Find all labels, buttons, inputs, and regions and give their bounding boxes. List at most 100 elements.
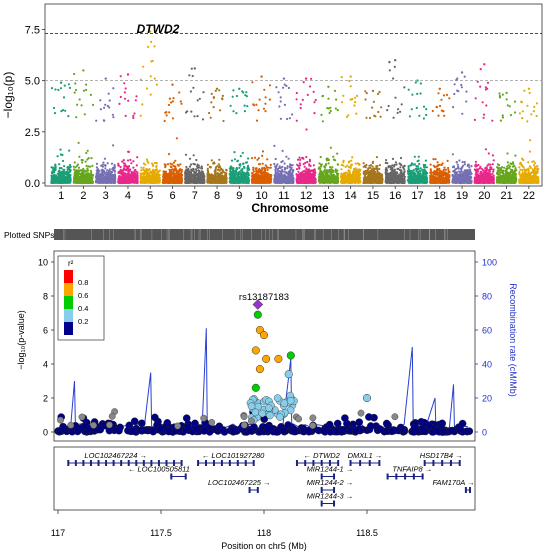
snp-point [124,174,127,177]
snp-point [200,174,203,177]
snp-point [231,95,234,98]
snp-point [133,112,136,115]
snp-point [276,171,279,174]
snp-point [192,86,195,89]
snp-point [250,157,254,160]
snp-point [279,100,282,103]
snp-point [279,175,282,179]
snp-point [240,173,244,176]
snp-point [178,176,181,179]
chromosome-4-points [117,73,139,185]
snp-point [206,163,209,166]
snp-point [98,177,101,180]
snp-point [257,181,260,184]
snp-point [287,157,290,160]
snp-point [275,86,278,89]
snp-point [230,166,233,169]
snp-point [60,171,64,174]
snp-point [279,117,282,120]
snp-point [101,165,104,168]
snp-point [86,158,89,161]
snp-point [87,165,90,168]
snp-point [73,168,76,171]
snp-point [127,181,130,184]
snp-point [291,164,294,167]
snp-point [95,181,98,184]
snp-point [206,167,209,170]
chromosome-2-points [72,69,95,185]
snp-point [257,171,260,174]
snp-point [52,177,56,180]
snp-point [65,180,68,183]
snp-point [261,162,264,165]
chromosome-6-points [161,83,184,185]
snp-point [283,179,287,182]
snp-point [95,174,98,177]
snp-point [246,169,249,172]
snp-point [85,174,88,177]
snp-point [233,158,237,161]
snp-point [188,74,191,77]
snp-point [73,91,76,94]
snp-point [97,175,100,178]
snp-point [103,164,106,167]
snp-point [244,94,247,97]
snp-point [245,175,248,178]
snp-point [102,161,105,164]
snp-point [281,160,284,163]
chromosome-peak-point [82,69,85,72]
snp-point [88,176,91,179]
snp-point [163,119,166,123]
snp-point [218,158,221,161]
snp-point [191,74,194,78]
snp-point [142,177,145,180]
snp-point [73,175,76,178]
snp-point [170,166,173,169]
snp-point [173,172,176,176]
snp-point [122,159,125,162]
snp-point [189,163,193,166]
snp-point [285,155,288,158]
snp-point [189,90,192,93]
snp-point [269,179,272,183]
snp-point [241,151,244,154]
snp-point [309,164,312,168]
snp-point [69,174,72,177]
snp-point [236,167,239,170]
snp-point [171,117,175,120]
snp-point [79,178,82,181]
snp-point [264,110,267,113]
snp-point [136,180,139,183]
snp-point [231,172,234,176]
snp-point [95,176,98,179]
snp-point [167,103,171,107]
snp-point [91,174,95,177]
snp-point [126,159,130,162]
snp-point [180,102,183,105]
snp-point [207,171,210,174]
snp-point [218,89,221,92]
snp-point [263,166,266,169]
snp-point [50,87,54,90]
snp-point [84,180,87,183]
snp-point [232,180,235,184]
snp-point [221,180,224,183]
snp-point [283,162,286,165]
snp-point [151,170,154,173]
snp-point [53,112,57,115]
snp-point [52,174,56,177]
snp-point [193,173,196,176]
snp-point [185,165,188,169]
snp-point [234,176,237,179]
snp-point [132,166,135,169]
snp-point [239,164,242,167]
snp-point [63,168,66,171]
snp-point [194,177,197,180]
snp-point [52,106,56,110]
snp-point [155,173,158,176]
snp-point [273,144,276,147]
snp-point [68,168,71,171]
snp-point [149,93,152,96]
snp-point [86,167,89,170]
snp-point [150,60,153,63]
